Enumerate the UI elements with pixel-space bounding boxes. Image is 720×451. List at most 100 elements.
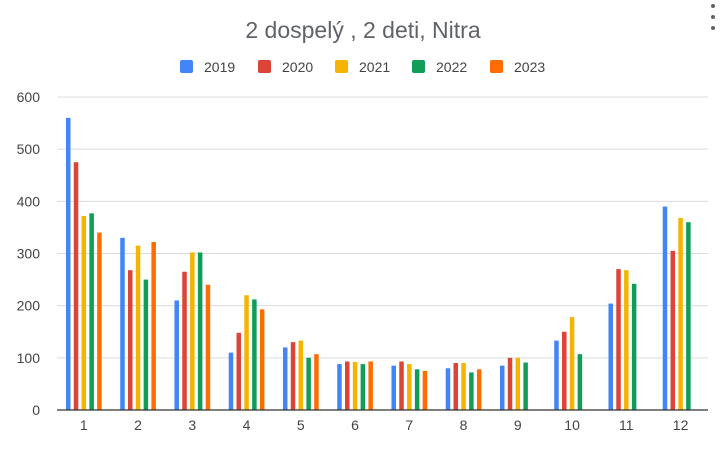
bar-2019-11[interactable] bbox=[608, 303, 613, 410]
bar-2021-8[interactable] bbox=[461, 363, 466, 410]
bar-2022-5[interactable] bbox=[306, 357, 311, 410]
bar-2023-3[interactable] bbox=[205, 284, 211, 410]
bar-2022-9[interactable] bbox=[523, 362, 528, 410]
legend-item-2023[interactable]: 2023 bbox=[490, 59, 545, 75]
bar-2023-1[interactable] bbox=[97, 232, 102, 410]
bar-2019-7[interactable] bbox=[391, 365, 396, 410]
legend-item-2021[interactable]: 2021 bbox=[335, 59, 390, 75]
legend-swatch bbox=[412, 60, 425, 73]
x-tick-label: 6 bbox=[351, 417, 359, 433]
menu-dot bbox=[711, 15, 715, 19]
x-tick-label: 8 bbox=[460, 417, 468, 433]
y-tick-label: 600 bbox=[17, 89, 41, 105]
bar-2022-7[interactable] bbox=[414, 369, 420, 410]
x-tick-label: 3 bbox=[188, 417, 196, 433]
bar-2022-8[interactable] bbox=[469, 372, 474, 410]
chart-menu-button[interactable] bbox=[708, 4, 718, 30]
bar-2019-6[interactable] bbox=[337, 364, 342, 410]
bar-2019-9[interactable] bbox=[499, 365, 505, 410]
bar-2021-1[interactable] bbox=[81, 215, 87, 410]
bar-2023-6[interactable] bbox=[368, 361, 373, 410]
bars bbox=[65, 117, 691, 411]
bar-2023-5[interactable] bbox=[314, 354, 319, 410]
x-tick-label: 9 bbox=[514, 417, 522, 433]
bar-2022-12[interactable] bbox=[686, 222, 691, 410]
bar-2020-11[interactable] bbox=[616, 269, 621, 410]
legend-item-2020[interactable]: 2020 bbox=[258, 59, 313, 75]
x-tick-label: 11 bbox=[619, 417, 634, 433]
x-tick-label: 12 bbox=[673, 417, 689, 433]
bar-2021-11[interactable] bbox=[624, 270, 629, 410]
bar-2020-7[interactable] bbox=[399, 361, 404, 410]
bar-2022-3[interactable] bbox=[197, 252, 203, 410]
y-tick-label: 300 bbox=[17, 246, 41, 262]
legend-label: 2020 bbox=[282, 59, 313, 75]
bar-2019-3[interactable] bbox=[174, 300, 179, 410]
bar-2019-5[interactable] bbox=[282, 347, 288, 410]
legend-swatch bbox=[490, 60, 503, 73]
menu-dot bbox=[711, 26, 715, 30]
y-tick-label: 400 bbox=[17, 193, 41, 209]
legend-label: 2023 bbox=[514, 59, 545, 75]
gridlines bbox=[57, 96, 708, 359]
bar-2023-8[interactable] bbox=[476, 369, 482, 410]
bar-2020-5[interactable] bbox=[290, 342, 296, 410]
y-axis: 0 100 200 300 400 500 600 bbox=[17, 89, 41, 418]
bar-2020-3[interactable] bbox=[182, 271, 187, 410]
legend-item-2019[interactable]: 2019 bbox=[180, 59, 235, 75]
x-tick-label: 5 bbox=[297, 417, 305, 433]
legend-label: 2022 bbox=[436, 59, 467, 75]
x-tick-label: 10 bbox=[564, 417, 580, 433]
bar-2022-1[interactable] bbox=[89, 213, 94, 410]
bar-2023-7[interactable] bbox=[422, 370, 428, 411]
bar-2019-10[interactable] bbox=[554, 340, 559, 410]
legend-label: 2019 bbox=[204, 59, 235, 75]
bar-2023-4[interactable] bbox=[259, 309, 265, 410]
bar-2020-12[interactable] bbox=[670, 250, 676, 410]
bar-2019-12[interactable] bbox=[662, 206, 668, 410]
bar-2020-4[interactable] bbox=[236, 332, 242, 410]
bar-2020-10[interactable] bbox=[562, 331, 567, 410]
menu-dot bbox=[711, 4, 715, 8]
bar-2023-2[interactable] bbox=[151, 242, 156, 410]
bar-2019-2[interactable] bbox=[120, 237, 125, 410]
bar-2020-8[interactable] bbox=[453, 363, 459, 410]
bar-2022-11[interactable] bbox=[631, 283, 637, 410]
x-tick-label: 2 bbox=[134, 417, 142, 433]
bar-2022-2[interactable] bbox=[143, 279, 149, 410]
legend-swatch bbox=[180, 60, 193, 73]
bar-2020-2[interactable] bbox=[128, 270, 133, 410]
bar-2020-9[interactable] bbox=[507, 357, 513, 410]
bar-2021-6[interactable] bbox=[352, 362, 358, 410]
bar-2021-4[interactable] bbox=[244, 295, 249, 410]
chart-title: 2 dospelý , 2 deti, Nitra bbox=[245, 17, 480, 43]
bar-2020-1[interactable] bbox=[73, 162, 79, 410]
bar-2022-10[interactable] bbox=[577, 354, 583, 410]
bar-2021-9[interactable] bbox=[515, 357, 521, 410]
legend-swatch bbox=[335, 60, 348, 73]
bar-2021-3[interactable] bbox=[190, 252, 195, 410]
x-tick-label: 7 bbox=[405, 417, 413, 433]
bar-2019-4[interactable] bbox=[228, 352, 234, 410]
legend-item-2022[interactable]: 2022 bbox=[412, 59, 467, 75]
y-tick-label: 100 bbox=[17, 350, 41, 366]
bar-2021-7[interactable] bbox=[407, 364, 412, 410]
y-tick-label: 200 bbox=[17, 298, 41, 314]
legend-swatch bbox=[258, 60, 271, 73]
bar-2021-10[interactable] bbox=[569, 317, 575, 410]
legend: 2019 2020 2021 2022 2023 bbox=[180, 59, 545, 75]
y-tick-label: 500 bbox=[17, 141, 41, 157]
y-tick-label: 0 bbox=[32, 402, 40, 418]
bar-2020-6[interactable] bbox=[345, 361, 350, 410]
bar-2019-8[interactable] bbox=[445, 368, 451, 410]
bar-2022-6[interactable] bbox=[360, 364, 366, 410]
x-tick-label: 1 bbox=[80, 417, 88, 433]
bar-2021-12[interactable] bbox=[678, 218, 683, 410]
x-tick-label: 4 bbox=[243, 417, 251, 433]
bar-2019-1[interactable] bbox=[65, 117, 71, 411]
bar-2021-5[interactable] bbox=[298, 340, 304, 410]
bar-2021-2[interactable] bbox=[135, 245, 141, 410]
bar-2022-4[interactable] bbox=[252, 299, 257, 410]
